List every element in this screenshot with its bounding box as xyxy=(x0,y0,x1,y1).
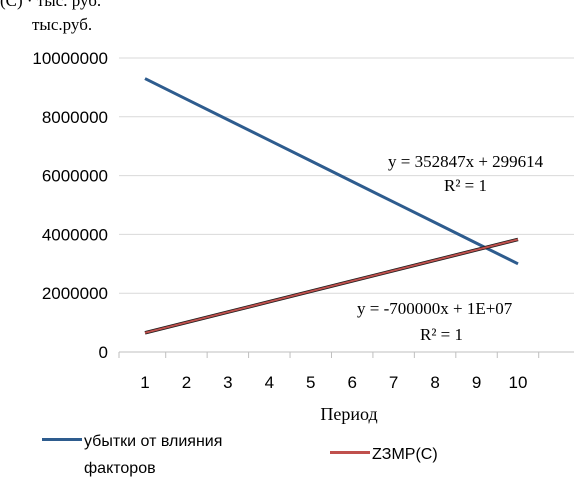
trendline-equation-1: y = 352847x + 299614 xyxy=(388,152,544,171)
legend-label-losses-line2: факторов xyxy=(84,460,156,477)
series-lines xyxy=(144,77,519,335)
x-tick-label: 3 xyxy=(223,373,232,392)
legend-swatch-losses xyxy=(42,438,82,441)
x-tick-labels: 1 2 3 4 5 6 7 8 9 10 xyxy=(140,373,527,392)
legend: убытки от влияния факторов ZЗМР(С) xyxy=(0,428,574,484)
y-axis-unit-label: тыс.руб. xyxy=(32,15,93,34)
y-tick-label: 4000000 xyxy=(42,225,108,244)
legend-item-losses: убытки от влияния факторов xyxy=(42,428,222,482)
x-tick-label: 1 xyxy=(140,373,149,392)
x-tick-label: 6 xyxy=(347,373,356,392)
x-tick-label: 4 xyxy=(265,373,274,392)
y-tick-labels: 0 2000000 4000000 6000000 8000000 10000000 xyxy=(32,49,108,362)
y-tick-label: 10000000 xyxy=(32,49,108,68)
legend-item-zzmr: ZЗМР(С) xyxy=(330,441,438,468)
trendline-r2-2: R² = 1 xyxy=(420,325,463,344)
y-tick-label: 2000000 xyxy=(42,284,108,303)
x-axis xyxy=(118,351,574,358)
top-cropped-text: (C) · тыс. руб. xyxy=(0,0,102,10)
legend-label-zzmr: ZЗМР(С) xyxy=(372,446,438,463)
x-tick-label: 10 xyxy=(509,373,528,392)
legend-label-losses: убытки от влияния факторов xyxy=(84,428,222,482)
series-line-zzmr xyxy=(144,238,519,334)
legend-label-losses-line1: убытки от влияния xyxy=(84,433,223,450)
x-axis-title: Период xyxy=(320,404,377,424)
legend-swatch-zzmr xyxy=(330,451,370,454)
y-tick-label: 6000000 xyxy=(42,167,108,186)
x-tick-label: 7 xyxy=(389,373,398,392)
y-tick-label: 8000000 xyxy=(42,108,108,127)
x-tick-label: 5 xyxy=(306,373,315,392)
y-tick-label: 0 xyxy=(99,343,108,362)
x-tick-label: 2 xyxy=(182,373,191,392)
gridlines xyxy=(119,57,574,294)
trendline-equation-2: y = -700000x + 1E+07 xyxy=(357,299,513,318)
trendline-r2-1: R² = 1 xyxy=(444,176,487,195)
series-line-losses xyxy=(144,77,519,266)
x-tick-label: 8 xyxy=(430,373,439,392)
chart: 0 2000000 4000000 6000000 8000000 10000000 1 2… xyxy=(32,49,574,424)
x-tick-label: 9 xyxy=(472,373,481,392)
